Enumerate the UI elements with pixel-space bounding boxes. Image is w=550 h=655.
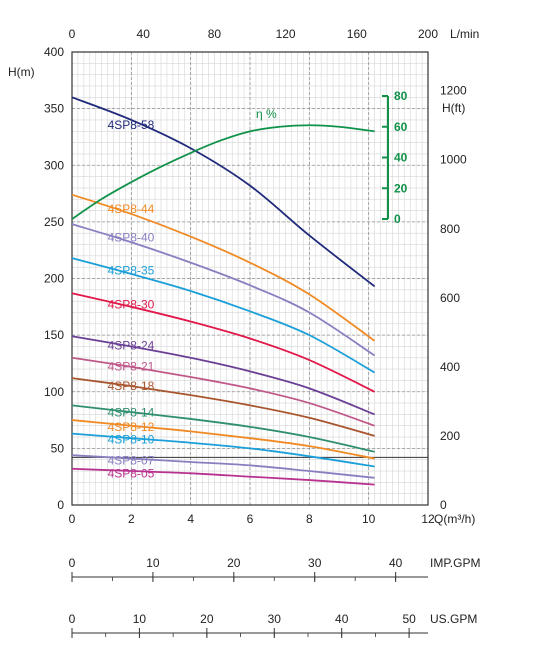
q-tick-label: 10 xyxy=(362,512,376,526)
efficiency-tick-label: 0 xyxy=(394,212,401,226)
head-m-tick-label: 400 xyxy=(44,45,64,59)
lmin-tick-label: 200 xyxy=(418,27,438,41)
curve-4sp8-30 xyxy=(71,292,375,393)
series-label-4sp8-30: 4SP8-30 xyxy=(108,297,155,311)
series-label-4sp8-10: 4SP8-10 xyxy=(108,433,155,447)
imp-gpm-tick-label: 10 xyxy=(146,556,160,570)
head-ft-tick-label: 200 xyxy=(440,429,460,443)
curve-4sp8-58 xyxy=(71,96,376,288)
head-m-tick-label: 250 xyxy=(44,215,64,229)
head-m-tick-label: 200 xyxy=(44,272,64,286)
head-m-tick-label: 100 xyxy=(44,385,64,399)
head-m-tick-label: 150 xyxy=(44,328,64,342)
us-gpm-tick-label: 40 xyxy=(335,612,349,626)
curve-4sp8-05 xyxy=(71,467,375,486)
head-m-axis-label: H(m) xyxy=(8,65,35,79)
curve-4sp8-40 xyxy=(71,223,376,357)
lmin-tick-label: 40 xyxy=(137,27,151,41)
curve-4sp8-10 xyxy=(71,432,375,468)
lmin-tick-label: 80 xyxy=(208,27,222,41)
efficiency-layer: 0 20 40 60 80 η % xyxy=(71,89,408,226)
us-gpm-axis-label: US.GPM xyxy=(430,612,477,626)
curve-4sp8-18 xyxy=(71,377,375,437)
series-label-4sp8-40: 4SP8-40 xyxy=(108,231,155,245)
q-tick-label: 4 xyxy=(187,512,194,526)
head-curves xyxy=(71,96,376,486)
head-m-tick-label: 350 xyxy=(44,102,64,116)
gpm-scales: 0 10 20 30 40 IMP.GPM 0 10 20 30 40 50 US.GPM xyxy=(69,556,480,638)
axis-ticks: 0 2 4 6 8 10 12 Q(m³/h)0 40 80 120 160 200 L/min05010… xyxy=(8,27,479,526)
lmin-axis-label: L/min xyxy=(450,27,479,41)
q-tick-label: 2 xyxy=(128,512,135,526)
us-gpm-tick-label: 10 xyxy=(133,612,147,626)
curve-4sp8-14 xyxy=(71,404,375,453)
efficiency-curve xyxy=(71,124,375,220)
head-ft-axis-label: H(ft) xyxy=(442,101,465,115)
q-tick-label: 6 xyxy=(247,512,254,526)
us-gpm-tick-label: 0 xyxy=(69,612,76,626)
head-ft-tick-label: 1000 xyxy=(440,153,467,167)
series-labels: 4SP8-58 4SP8-44 4SP8-40 4SP8-35 4SP8-30 4SP8-… xyxy=(108,118,155,481)
plot-border xyxy=(71,51,429,506)
efficiency-tick-label: 80 xyxy=(394,89,408,103)
curve-4sp8-35 xyxy=(71,257,376,374)
series-label-4sp8-12: 4SP8-12 xyxy=(108,420,155,434)
q-axis-label: Q(m³/h) xyxy=(434,512,475,526)
q-tick-label: 0 xyxy=(69,512,76,526)
series-label-4sp8-24: 4SP8-24 xyxy=(108,338,155,352)
curve-4sp8-07 xyxy=(71,454,375,479)
head-m-tick-label: 300 xyxy=(44,158,64,172)
us-gpm-tick-label: 20 xyxy=(200,612,214,626)
efficiency-tick-label: 20 xyxy=(394,181,408,195)
series-label-4sp8-14: 4SP8-14 xyxy=(108,406,155,420)
curve-4sp8-21 xyxy=(71,356,375,427)
head-m-tick-label: 50 xyxy=(51,441,65,455)
head-m-tick-label: 0 xyxy=(57,498,64,512)
imp-gpm-tick-label: 20 xyxy=(227,556,241,570)
q-tick-label: 8 xyxy=(306,512,313,526)
lmin-tick-label: 0 xyxy=(69,27,76,41)
series-label-4sp8-35: 4SP8-35 xyxy=(108,263,155,277)
head-ft-tick-label: 0 xyxy=(440,498,447,512)
series-label-4sp8-18: 4SP8-18 xyxy=(108,379,155,393)
us-gpm-tick-label: 50 xyxy=(402,612,416,626)
head-ft-tick-label: 600 xyxy=(440,291,460,305)
head-ft-tick-label: 800 xyxy=(440,222,460,236)
series-label-4sp8-05: 4SP8-05 xyxy=(108,467,155,481)
curve-4sp8-24 xyxy=(71,335,375,416)
q-tick-label: 12 xyxy=(421,512,435,526)
series-label-4sp8-21: 4SP8-21 xyxy=(108,359,155,373)
series-label-4sp8-58: 4SP8-58 xyxy=(108,118,155,132)
head-ft-tick-label: 1200 xyxy=(440,84,467,98)
efficiency-axis-label: η % xyxy=(256,107,277,121)
imp-gpm-axis-label: IMP.GPM xyxy=(430,556,480,570)
imp-gpm-tick-label: 40 xyxy=(389,556,403,570)
us-gpm-tick-label: 30 xyxy=(268,612,282,626)
curve-4sp8-12 xyxy=(71,419,375,460)
series-label-4sp8-07: 4SP8-07 xyxy=(108,454,155,468)
imp-gpm-tick-label: 0 xyxy=(69,556,76,570)
efficiency-tick-label: 60 xyxy=(394,120,408,134)
series-label-4sp8-44: 4SP8-44 xyxy=(108,202,155,216)
imp-gpm-tick-label: 30 xyxy=(308,556,322,570)
lmin-tick-label: 120 xyxy=(276,27,296,41)
curve-4sp8-44 xyxy=(71,193,376,342)
lmin-tick-label: 160 xyxy=(347,27,367,41)
head-ft-tick-label: 400 xyxy=(440,360,460,374)
efficiency-tick-label: 40 xyxy=(394,151,408,165)
